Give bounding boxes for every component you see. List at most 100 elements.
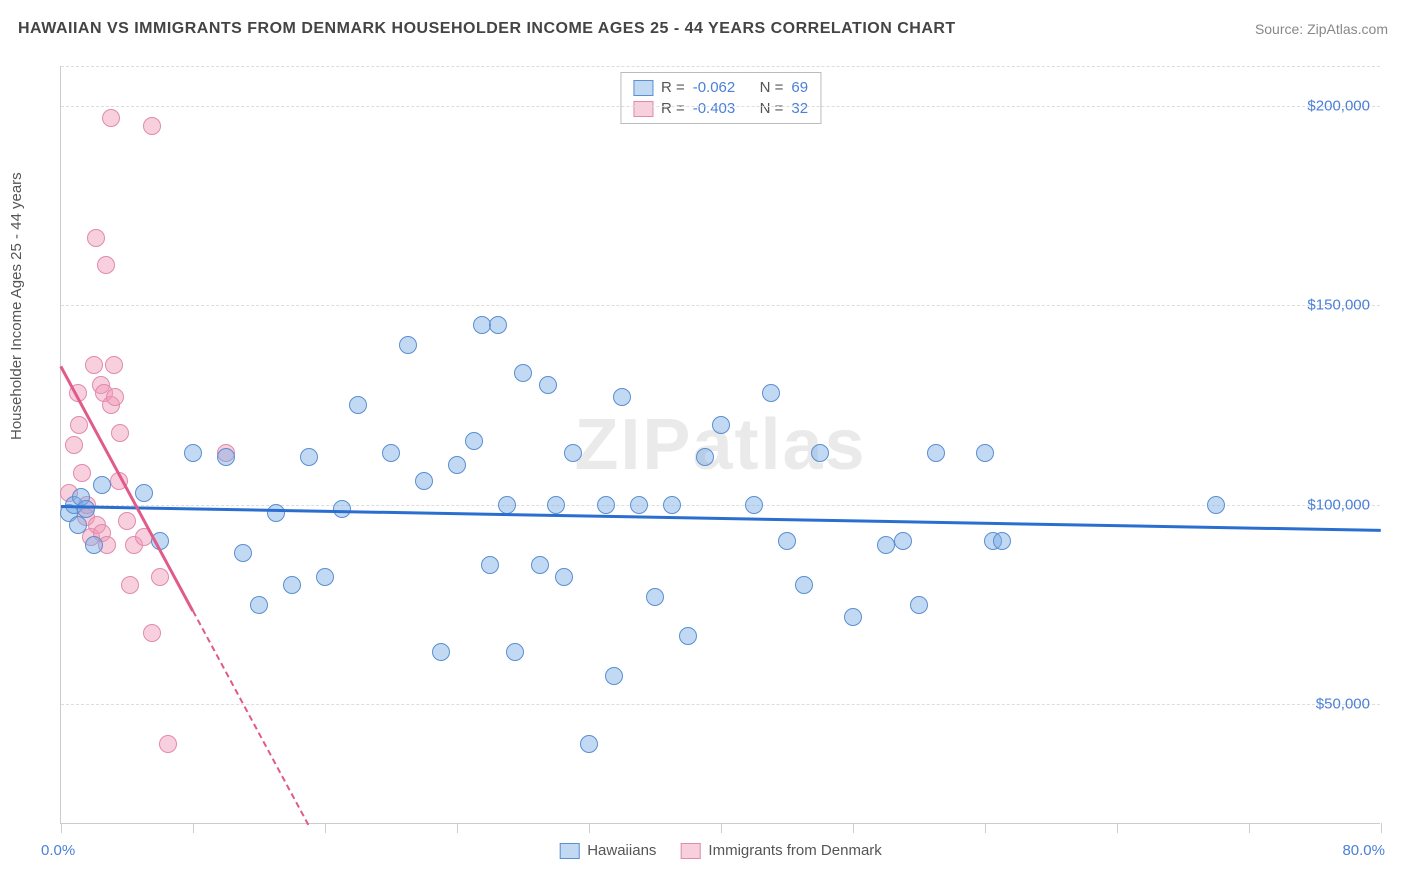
scatter-point-blue	[85, 536, 103, 554]
scatter-point-blue	[77, 500, 95, 518]
legend-swatch	[680, 843, 700, 859]
scatter-point-blue	[811, 444, 829, 462]
y-tick-label: $100,000	[1307, 496, 1370, 513]
scatter-point-blue	[712, 416, 730, 434]
y-axis-label: Householder Income Ages 25 - 44 years	[8, 172, 25, 440]
stat-r-label: R =	[661, 100, 685, 117]
gridline-h	[61, 106, 1380, 107]
trend-line-pink-dashed	[192, 610, 309, 825]
scatter-point-blue	[349, 396, 367, 414]
x-axis-max-label: 80.0%	[1342, 842, 1385, 859]
scatter-point-blue	[547, 496, 565, 514]
scatter-point-pink	[97, 256, 115, 274]
stat-n-value: 32	[791, 100, 808, 117]
scatter-point-blue	[762, 384, 780, 402]
scatter-point-pink	[87, 229, 105, 247]
scatter-point-blue	[597, 496, 615, 514]
legend-swatch	[633, 101, 653, 117]
scatter-point-blue	[877, 536, 895, 554]
x-tick	[1117, 823, 1118, 833]
scatter-point-blue	[448, 456, 466, 474]
scatter-point-blue	[217, 448, 235, 466]
scatter-point-blue	[630, 496, 648, 514]
scatter-point-blue	[465, 432, 483, 450]
x-tick	[325, 823, 326, 833]
scatter-point-pink	[143, 117, 161, 135]
scatter-point-pink	[159, 735, 177, 753]
scatter-point-blue	[316, 568, 334, 586]
scatter-point-pink	[143, 624, 161, 642]
scatter-point-blue	[795, 576, 813, 594]
x-tick	[1249, 823, 1250, 833]
scatter-point-blue	[696, 448, 714, 466]
scatter-point-blue	[613, 388, 631, 406]
scatter-point-blue	[646, 588, 664, 606]
x-tick	[457, 823, 458, 833]
scatter-point-blue	[539, 376, 557, 394]
scatter-point-blue	[894, 532, 912, 550]
stat-r-value: -0.403	[693, 100, 736, 117]
y-tick-label: $50,000	[1316, 696, 1370, 713]
scatter-point-pink	[111, 424, 129, 442]
x-tick	[721, 823, 722, 833]
scatter-point-blue	[514, 364, 532, 382]
scatter-point-blue	[473, 316, 491, 334]
plot-area: ZIPatlas R =-0.062 N =69R =-0.403 N =32 …	[60, 66, 1380, 824]
legend-item: Hawaiians	[559, 842, 656, 859]
series-legend: Hawaiians Immigrants from Denmark	[559, 842, 882, 859]
scatter-point-blue	[1207, 496, 1225, 514]
stat-r-value: -0.062	[693, 79, 736, 96]
scatter-point-blue	[283, 576, 301, 594]
gridline-h	[61, 505, 1380, 506]
scatter-point-pink	[105, 356, 123, 374]
scatter-point-blue	[300, 448, 318, 466]
scatter-point-blue	[679, 627, 697, 645]
scatter-point-blue	[267, 504, 285, 522]
scatter-point-pink	[70, 416, 88, 434]
x-tick	[853, 823, 854, 833]
scatter-point-blue	[432, 643, 450, 661]
scatter-point-blue	[399, 336, 417, 354]
scatter-point-blue	[927, 444, 945, 462]
spacer	[743, 79, 751, 96]
stats-row: R =-0.062 N =69	[633, 77, 808, 98]
x-tick	[61, 823, 62, 833]
scatter-point-blue	[531, 556, 549, 574]
y-tick-label: $200,000	[1307, 97, 1370, 114]
scatter-point-pink	[151, 568, 169, 586]
x-tick	[589, 823, 590, 833]
scatter-point-blue	[250, 596, 268, 614]
scatter-point-blue	[415, 472, 433, 490]
trend-line-blue	[61, 505, 1381, 531]
scatter-point-blue	[489, 316, 507, 334]
scatter-point-blue	[481, 556, 499, 574]
scatter-point-pink	[106, 388, 124, 406]
scatter-point-pink	[121, 576, 139, 594]
legend-swatch	[559, 843, 579, 859]
scatter-point-pink	[85, 356, 103, 374]
scatter-point-blue	[605, 667, 623, 685]
scatter-point-blue	[382, 444, 400, 462]
scatter-point-blue	[976, 444, 994, 462]
scatter-point-blue	[184, 444, 202, 462]
y-tick-label: $150,000	[1307, 297, 1370, 314]
gridline-h	[61, 704, 1380, 705]
legend-label: Hawaiians	[587, 842, 656, 859]
stats-row: R =-0.403 N =32	[633, 98, 808, 119]
scatter-point-blue	[564, 444, 582, 462]
legend-swatch	[633, 80, 653, 96]
x-tick	[193, 823, 194, 833]
scatter-point-blue	[844, 608, 862, 626]
scatter-point-blue	[498, 496, 516, 514]
chart-title: HAWAIIAN VS IMMIGRANTS FROM DENMARK HOUS…	[18, 20, 956, 38]
scatter-point-pink	[118, 512, 136, 530]
scatter-point-pink	[102, 109, 120, 127]
scatter-point-pink	[65, 436, 83, 454]
scatter-point-blue	[910, 596, 928, 614]
gridline-h	[61, 305, 1380, 306]
scatter-point-blue	[745, 496, 763, 514]
scatter-point-blue	[333, 500, 351, 518]
x-axis-min-label: 0.0%	[41, 842, 75, 859]
scatter-point-pink	[73, 464, 91, 482]
legend-label: Immigrants from Denmark	[708, 842, 881, 859]
